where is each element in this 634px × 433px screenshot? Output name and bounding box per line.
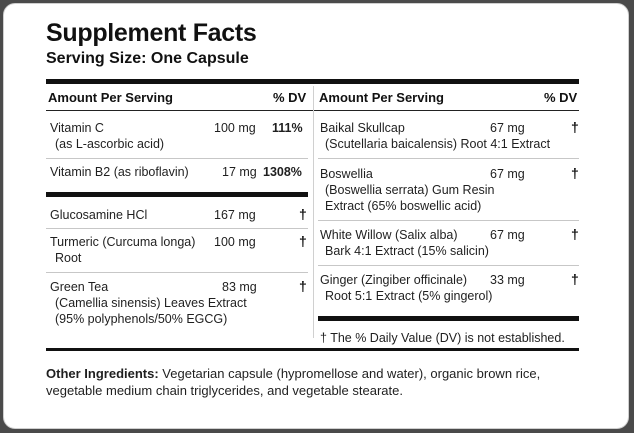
nutrient-amount: 100 mg — [214, 235, 256, 249]
nutrient-detail: Extract (65% boswellic acid) — [325, 199, 482, 213]
other-ingredients-text: Vegetarian capsule (hypromellose and wat… — [46, 366, 541, 398]
nutrient-amount: 67 mg — [490, 167, 525, 181]
right-dv-header: % DV — [544, 90, 578, 105]
row-divider — [46, 228, 308, 229]
left-amount-header: Amount Per Serving — [48, 90, 173, 105]
other-ingredients: Other Ingredients: Vegetarian capsule (h… — [46, 365, 586, 399]
dagger-mark: † — [299, 206, 307, 222]
nutrient-amount: 67 mg — [490, 228, 525, 242]
dagger-mark: † — [571, 226, 579, 242]
nutrient-name: Ginger (Zingiber officinale) — [320, 273, 468, 287]
nutrient-name: White Willow (Salix alba) — [320, 228, 458, 242]
nutrient-detail: Root — [55, 251, 82, 265]
nutrient-name: Green Tea — [50, 280, 109, 294]
nutrient-name: Boswellia — [320, 167, 373, 181]
dagger-mark: † — [571, 119, 579, 135]
top-rule — [46, 79, 579, 84]
column-divider — [313, 86, 314, 338]
dagger-mark: † — [571, 165, 579, 181]
nutrient-amount: 67 mg — [490, 121, 525, 135]
nutrient-amount: 33 mg — [490, 273, 525, 287]
footnote-rule — [318, 316, 579, 321]
row-divider — [318, 158, 579, 159]
dagger-mark: † — [571, 271, 579, 287]
dagger-mark: † — [299, 278, 307, 294]
nutrient-amount: 100 mg — [214, 121, 256, 135]
nutrient-name: Glucosamine HCl — [50, 208, 148, 222]
nutrient-detail: (Camellia sinensis) Leaves Extract — [55, 296, 247, 310]
serving-size: Serving Size: One Capsule — [46, 50, 249, 67]
other-ingredients-label: Other Ingredients: — [46, 366, 159, 381]
nutrient-dv: 1308% — [263, 165, 302, 179]
nutrient-detail: (as L-ascorbic acid) — [55, 137, 165, 151]
nutrient-detail: (95% polyphenols/50% EGCG) — [55, 312, 228, 326]
bottom-rule — [46, 348, 579, 351]
nutrient-name: Turmeric (Curcuma longa) — [50, 235, 196, 249]
nutrient-detail: (Scutellaria baicalensis) Root 4:1 Extra… — [325, 137, 551, 151]
row-divider — [318, 265, 579, 266]
nutrient-dv: 111% — [272, 121, 303, 135]
nutrient-amount: 17 mg — [222, 165, 257, 179]
nutrient-name: Vitamin C — [50, 121, 104, 135]
nutrient-detail: (Boswellia serrata) Gum Resin — [325, 183, 495, 197]
right-amount-header: Amount Per Serving — [319, 90, 444, 105]
nutrient-name: Baikal Skullcap — [320, 121, 405, 135]
nutrient-detail: Root 5:1 Extract (5% gingerol) — [325, 289, 493, 303]
supplement-facts-panel — [3, 3, 629, 429]
nutrient-amount: 83 mg — [222, 280, 257, 294]
row-divider — [46, 158, 308, 159]
row-divider — [46, 272, 308, 273]
dagger-mark: † — [299, 233, 307, 249]
nutrient-detail: Bark 4:1 Extract (15% salicin) — [325, 244, 489, 258]
panel-title: Supplement Facts — [46, 19, 257, 47]
dv-footnote: † The % Daily Value (DV) is not establis… — [320, 331, 565, 345]
left-dv-header: % DV — [273, 90, 307, 105]
section-rule — [46, 192, 308, 197]
row-divider — [318, 220, 579, 221]
nutrient-name: Vitamin B2 (as riboflavin) — [50, 165, 189, 179]
nutrient-amount: 167 mg — [214, 208, 256, 222]
header-rule — [46, 110, 579, 111]
